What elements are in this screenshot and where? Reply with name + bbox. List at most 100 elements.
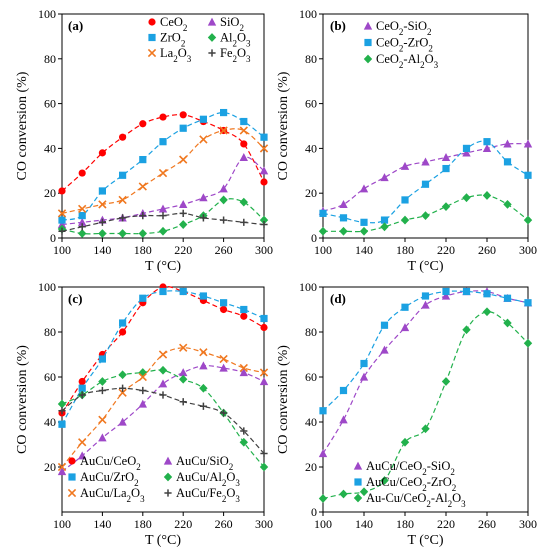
data-point	[359, 487, 369, 497]
data-point	[523, 338, 533, 348]
data-point	[239, 152, 248, 161]
data-point	[503, 158, 512, 166]
data-point	[503, 200, 512, 209]
data-point	[199, 193, 208, 202]
data-point	[57, 399, 67, 409]
data-point	[259, 377, 269, 386]
data-point	[259, 368, 269, 377]
data-point	[98, 187, 106, 195]
legend-marker	[364, 38, 372, 47]
data-point	[220, 108, 228, 117]
data-point	[339, 200, 348, 208]
data-point	[260, 449, 268, 458]
data-point	[98, 377, 107, 386]
x-axis-label: T (°C)	[145, 533, 181, 548]
data-point	[119, 214, 127, 222]
data-point	[401, 196, 409, 204]
legend-marker	[148, 33, 156, 42]
data-point	[260, 178, 268, 186]
data-point	[159, 287, 167, 296]
x-tick-label: 140	[93, 517, 111, 531]
x-tick-label: 220	[437, 517, 455, 531]
data-point	[239, 126, 248, 135]
x-tick-label: 220	[174, 243, 192, 257]
series-trend-line	[322, 140, 529, 224]
data-point	[442, 164, 450, 173]
data-point	[339, 214, 348, 222]
x-tick-label: 300	[255, 243, 273, 257]
x-tick-label: 180	[396, 517, 414, 531]
plot-frame	[322, 286, 529, 513]
data-point	[482, 191, 492, 200]
legend-entry: CeO2-SiO2	[376, 19, 432, 37]
data-point	[139, 156, 147, 164]
legend-entry: CeO2	[160, 15, 187, 33]
data-point	[159, 391, 167, 399]
data-point	[462, 287, 471, 296]
data-point	[118, 417, 127, 426]
legend-entry: AuCu/La2O3	[80, 486, 145, 504]
data-point	[119, 328, 127, 336]
legend-entry: CeO2-ZrO2	[376, 36, 433, 54]
data-point	[239, 197, 248, 207]
x-tick-label: 300	[255, 517, 273, 531]
data-point	[482, 144, 492, 152]
legend-marker	[354, 478, 362, 486]
data-point	[158, 365, 168, 375]
y-axis-label: CO conversion (%)	[276, 71, 291, 180]
series-trend-line	[61, 128, 265, 214]
data-point	[78, 212, 86, 220]
data-point	[442, 287, 450, 296]
series-trend-line	[61, 198, 265, 235]
data-point	[78, 377, 86, 386]
data-point	[118, 370, 127, 380]
series-trend-line	[61, 212, 265, 232]
x-tick-label: 140	[355, 517, 373, 531]
legend-entry: Au-Cu/CeO2-Al2O3	[366, 491, 466, 509]
y-axis-label: CO conversion (%)	[15, 345, 30, 454]
data-point	[138, 229, 147, 238]
data-point	[523, 139, 533, 148]
data-point	[58, 216, 66, 224]
x-tick-label: 140	[93, 243, 111, 257]
data-point	[524, 171, 532, 179]
data-point	[119, 319, 127, 327]
y-tick-label: 60	[305, 370, 317, 384]
legend-marker	[353, 461, 363, 470]
data-point	[380, 321, 389, 329]
chart-panel: 0 20 40 60 80 100 100 140 180 220 260 300 T (°C) CO c…	[276, 280, 537, 548]
x-axis-label: T (°C)	[145, 259, 181, 274]
data-point	[318, 226, 328, 236]
data-point	[139, 294, 147, 302]
data-point	[482, 307, 492, 317]
legend-marker	[207, 33, 217, 42]
x-tick-label: 300	[519, 243, 537, 257]
data-point	[318, 449, 328, 458]
y-tick-label: 100	[38, 7, 56, 21]
legend-entry: AuCu/ZrO2	[80, 470, 139, 488]
legend-entry: CeO2-Al2O3	[376, 52, 439, 70]
data-point	[421, 211, 430, 220]
data-point	[240, 427, 248, 435]
data-point	[98, 200, 107, 209]
data-point	[503, 139, 512, 148]
data-point	[240, 305, 248, 314]
data-point	[158, 350, 168, 359]
legend-marker	[68, 457, 76, 465]
series-trend-line	[61, 347, 265, 468]
data-point	[260, 220, 268, 229]
legend-marker	[68, 473, 76, 481]
legend-entry: AuCu/CeO2	[80, 454, 141, 472]
data-point	[118, 195, 127, 205]
data-point	[118, 388, 127, 397]
data-point	[220, 409, 228, 417]
data-point	[359, 372, 369, 381]
y-tick-label: 60	[305, 97, 317, 111]
data-point	[179, 287, 187, 296]
legend-marker	[207, 17, 217, 26]
data-point	[118, 229, 127, 238]
x-axis-label: T (°C)	[407, 259, 443, 274]
